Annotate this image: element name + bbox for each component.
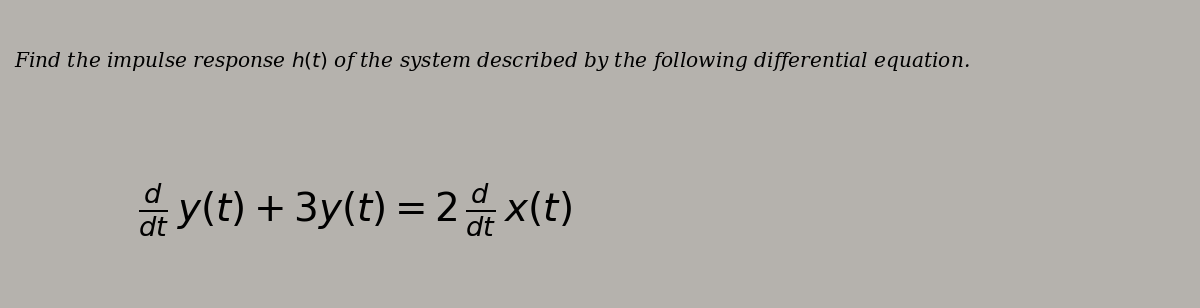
- Text: $\frac{d}{dt}\,y(t)+3y(t)=2\,\frac{d}{dt}\,x(t)$: $\frac{d}{dt}\,y(t)+3y(t)=2\,\frac{d}{dt…: [138, 180, 572, 238]
- Text: Find the impulse response $h(t)$ of the system described by the following differ: Find the impulse response $h(t)$ of the …: [14, 50, 970, 73]
